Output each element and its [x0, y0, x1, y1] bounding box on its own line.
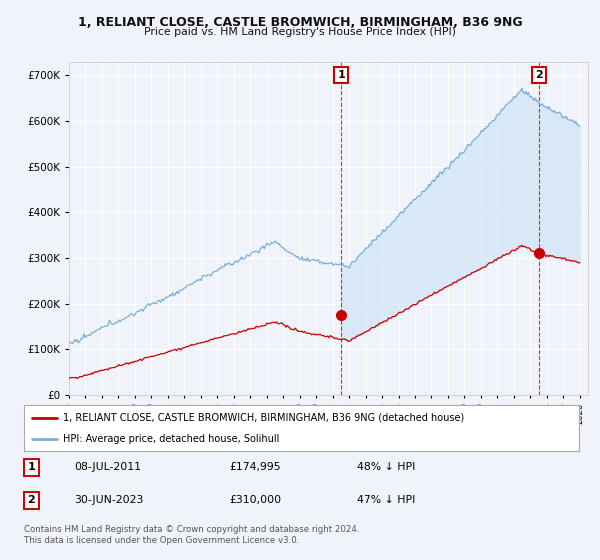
Text: Contains HM Land Registry data © Crown copyright and database right 2024.: Contains HM Land Registry data © Crown c…	[24, 525, 359, 534]
Text: This data is licensed under the Open Government Licence v3.0.: This data is licensed under the Open Gov…	[24, 536, 299, 545]
Text: 1: 1	[337, 70, 345, 80]
Text: 2: 2	[535, 70, 542, 80]
Text: 2: 2	[28, 495, 35, 505]
Text: 1: 1	[28, 462, 35, 472]
Text: 30-JUN-2023: 30-JUN-2023	[74, 495, 143, 505]
Text: HPI: Average price, detached house, Solihull: HPI: Average price, detached house, Soli…	[63, 435, 279, 444]
Text: Price paid vs. HM Land Registry's House Price Index (HPI): Price paid vs. HM Land Registry's House …	[144, 27, 456, 37]
Text: 47% ↓ HPI: 47% ↓ HPI	[357, 495, 415, 505]
Text: 1, RELIANT CLOSE, CASTLE BROMWICH, BIRMINGHAM, B36 9NG: 1, RELIANT CLOSE, CASTLE BROMWICH, BIRMI…	[77, 16, 523, 29]
Text: 48% ↓ HPI: 48% ↓ HPI	[357, 462, 415, 472]
Text: £310,000: £310,000	[229, 495, 281, 505]
Text: 1, RELIANT CLOSE, CASTLE BROMWICH, BIRMINGHAM, B36 9NG (detached house): 1, RELIANT CLOSE, CASTLE BROMWICH, BIRMI…	[63, 413, 464, 423]
Text: £174,995: £174,995	[229, 462, 281, 472]
Text: 08-JUL-2011: 08-JUL-2011	[74, 462, 141, 472]
